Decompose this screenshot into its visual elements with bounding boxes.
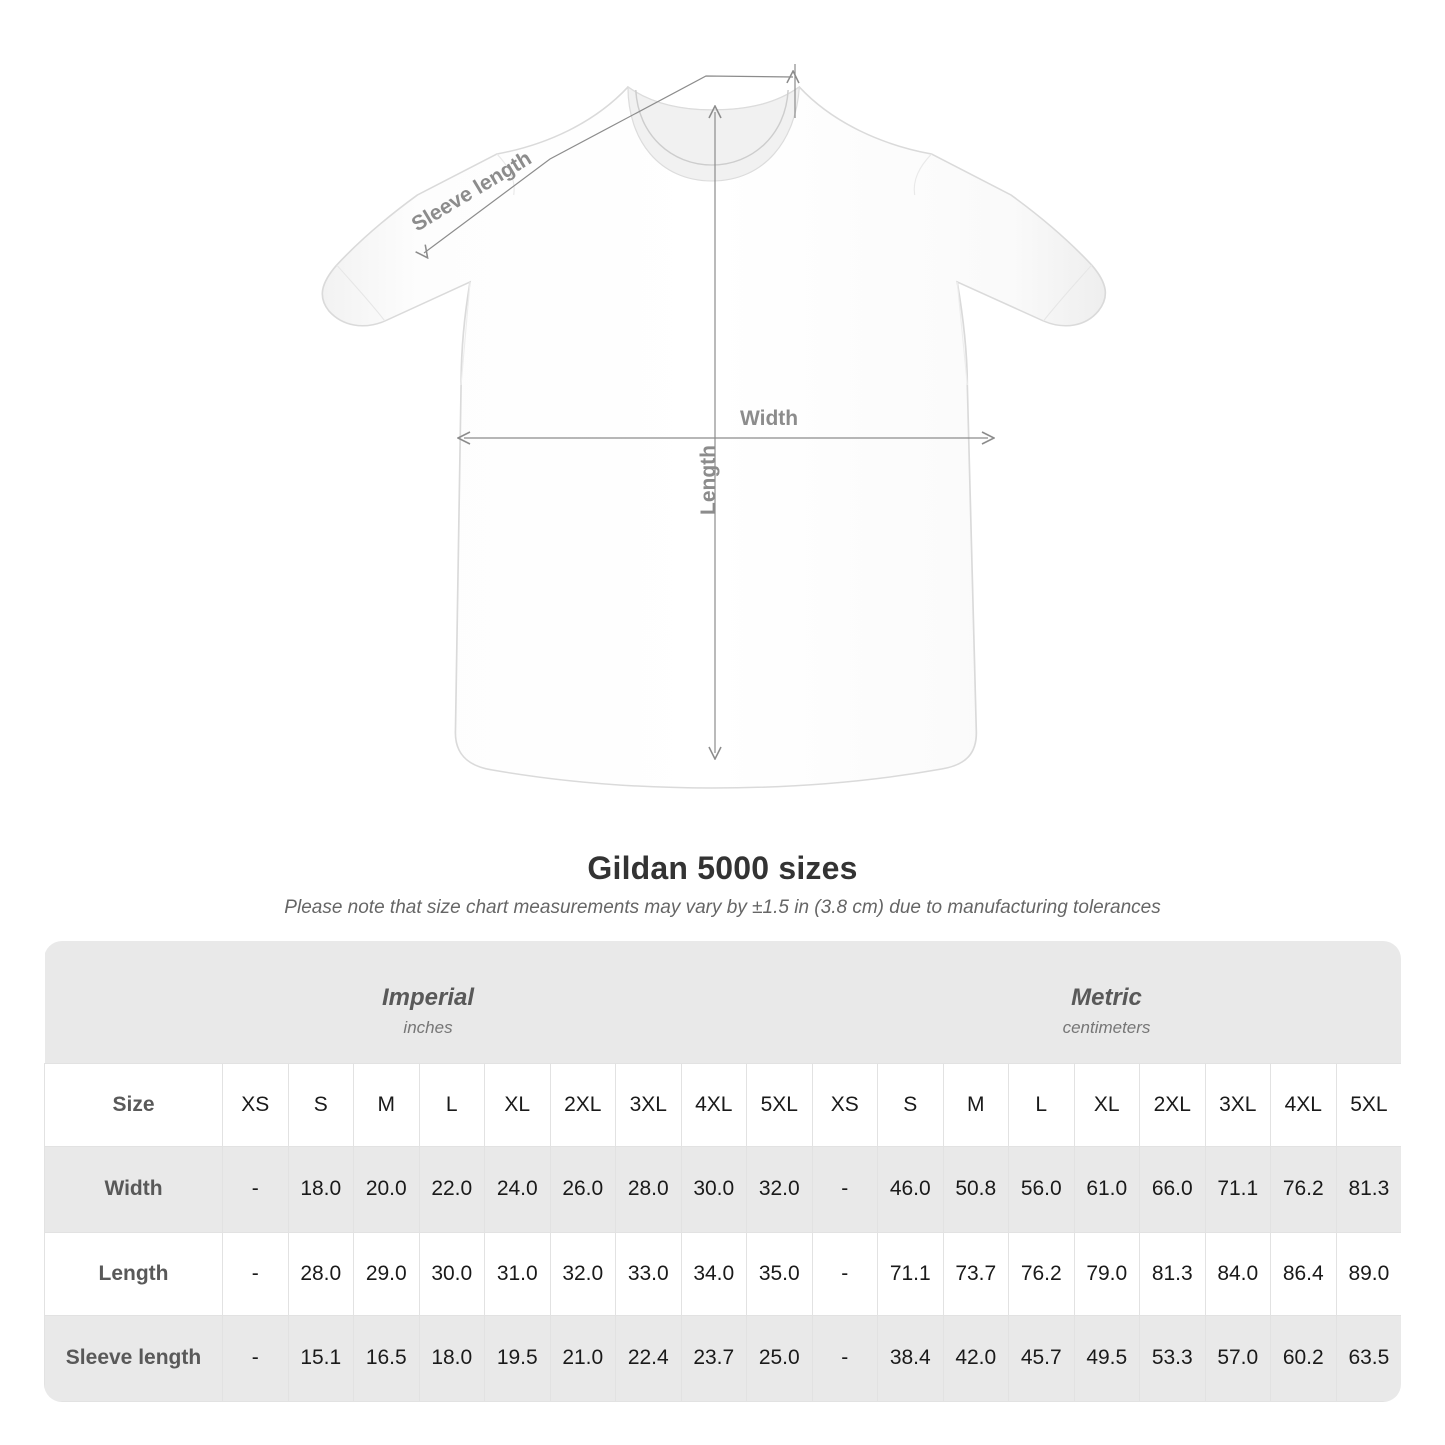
svg-text:Length: Length (697, 445, 720, 515)
svg-text:Width: Width (740, 407, 798, 430)
